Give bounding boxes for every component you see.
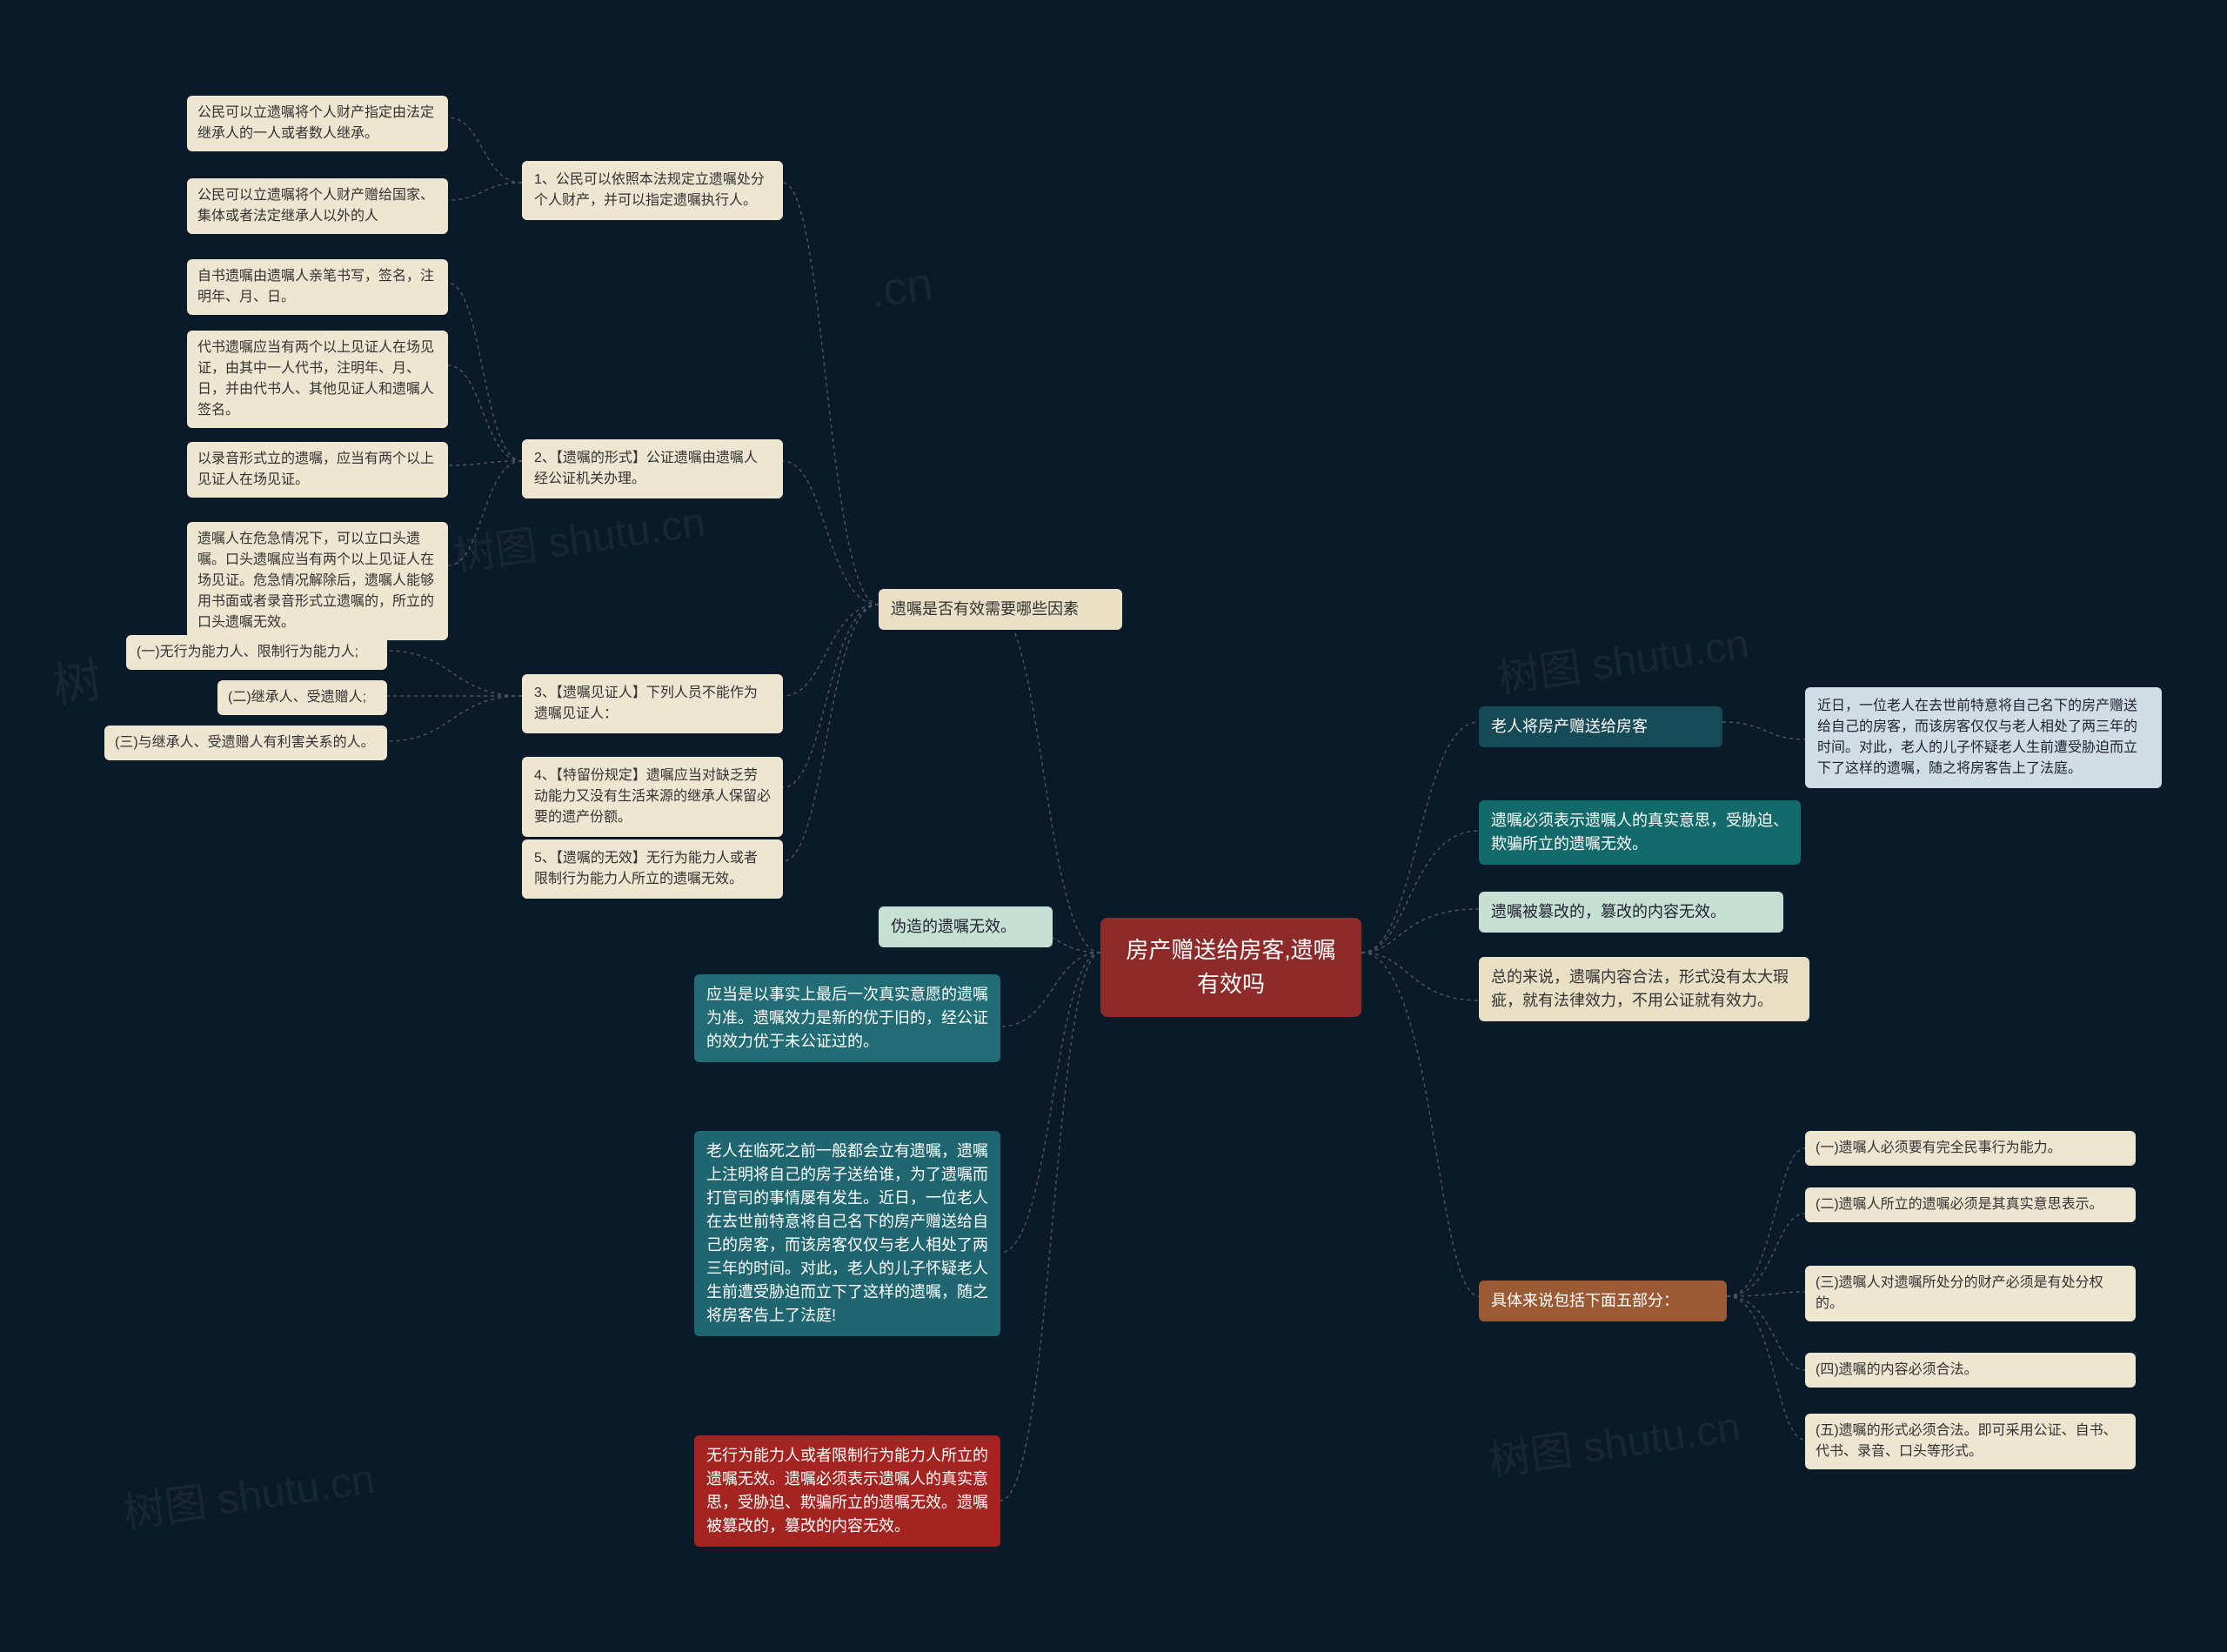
watermark: 树图 shutu.cn (1485, 1392, 1744, 1488)
l1-sub2-child-4: 遗嘱人在危急情况下，可以立口头遗嘱。口头遗嘱应当有两个以上见证人在场见证。危急情… (187, 522, 448, 640)
branch-summary[interactable]: 总的来说，遗嘱内容合法，形式没有太大瑕疵，就有法律效力，不用公证就有效力。 (1479, 957, 1809, 1021)
root-node[interactable]: 房产赠送给房客,遗嘱有效吗 (1100, 918, 1361, 1017)
l1-sub-5: 5、【遗嘱的无效】无行为能力人或者限制行为能力人所立的遗嘱无效。 (522, 839, 783, 899)
branch-last-will-prevails[interactable]: 应当是以事实上最后一次真实意愿的遗嘱为准。遗嘱效力是新的优于旧的，经公证的效力优… (694, 974, 1000, 1062)
branch-forged-invalid[interactable]: 伪造的遗嘱无效。 (879, 906, 1053, 947)
l1-sub2-child-2: 代书遗嘱应当有两个以上见证人在场见证，由其中一人代书，注明年、月、日，并由代书人… (187, 331, 448, 428)
branch-invalid-summary[interactable]: 无行为能力人或者限制行为能力人所立的遗嘱无效。遗嘱必须表示遗嘱人的真实意思，受胁… (694, 1435, 1000, 1547)
branch-will-real-intent[interactable]: 遗嘱必须表示遗嘱人的真实意思，受胁迫、欺骗所立的遗嘱无效。 (1479, 800, 1801, 865)
l1-sub-3: 3、【遗嘱见证人】下列人员不能作为遗嘱见证人： (522, 674, 783, 733)
five-parts-item-5: (五)遗嘱的形式必须合法。即可采用公证、自书、代书、录音、口头等形式。 (1805, 1414, 2136, 1469)
detail-old-man-gift: 近日，一位老人在去世前特意将自己名下的房产赠送给自己的房客，而该房客仅仅与老人相… (1805, 687, 2162, 788)
five-parts-item-1: (一)遗嘱人必须要有完全民事行为能力。 (1805, 1131, 2136, 1166)
l1-sub-4: 4、【特留份规定】遗嘱应当对缺乏劳动能力又没有生活来源的继承人保留必要的遗产份额… (522, 757, 783, 837)
l1-sub3-child-3: (三)与继承人、受遗赠人有利害关系的人。 (104, 726, 387, 760)
l1-sub2-child-1: 自书遗嘱由遗嘱人亲笔书写，签名，注明年、月、日。 (187, 259, 448, 315)
l1-sub1-child-2: 公民可以立遗嘱将个人财产赠给国家、集体或者法定继承人以外的人 (187, 178, 448, 234)
l1-sub-2: 2、【遗嘱的形式】公证遗嘱由遗嘱人经公证机关办理。 (522, 439, 783, 498)
watermark: 树图 shutu.cn (119, 1444, 378, 1540)
watermark: 树图 shutu.cn (1494, 609, 1753, 705)
five-parts-item-2: (二)遗嘱人所立的遗嘱必须是其真实意思表示。 (1805, 1187, 2136, 1222)
l1-sub2-child-3: 以录音形式立的遗嘱，应当有两个以上见证人在场见证。 (187, 442, 448, 498)
connector-lines (0, 0, 2227, 1652)
five-parts-item-3: (三)遗嘱人对遗嘱所处分的财产必须是有处分权的。 (1805, 1266, 2136, 1321)
branch-old-man-gift[interactable]: 老人将房产赠送给房客 (1479, 706, 1722, 747)
watermark: 树图 shutu.cn (450, 487, 709, 583)
branch-five-parts[interactable]: 具体来说包括下面五部分： (1479, 1281, 1727, 1321)
l1-sub3-child-1: (一)无行为能力人、限制行为能力人; (126, 635, 387, 670)
watermark: .cn (866, 257, 936, 318)
l1-sub-1: 1、公民可以依照本法规定立遗嘱处分个人财产，并可以指定遗嘱执行人。 (522, 161, 783, 220)
branch-case-description[interactable]: 老人在临死之前一般都会立有遗嘱，遗嘱上注明将自己的房子送给谁，为了遗嘱而打官司的… (694, 1131, 1000, 1336)
watermark: 树 (48, 640, 106, 717)
five-parts-item-4: (四)遗嘱的内容必须合法。 (1805, 1353, 2136, 1388)
branch-will-valid-factors[interactable]: 遗嘱是否有效需要哪些因素 (879, 589, 1122, 630)
branch-tampered-invalid[interactable]: 遗嘱被篡改的，篡改的内容无效。 (1479, 892, 1783, 933)
l1-sub1-child-1: 公民可以立遗嘱将个人财产指定由法定继承人的一人或者数人继承。 (187, 96, 448, 151)
l1-sub3-child-2: (二)继承人、受遗赠人; (217, 680, 387, 715)
